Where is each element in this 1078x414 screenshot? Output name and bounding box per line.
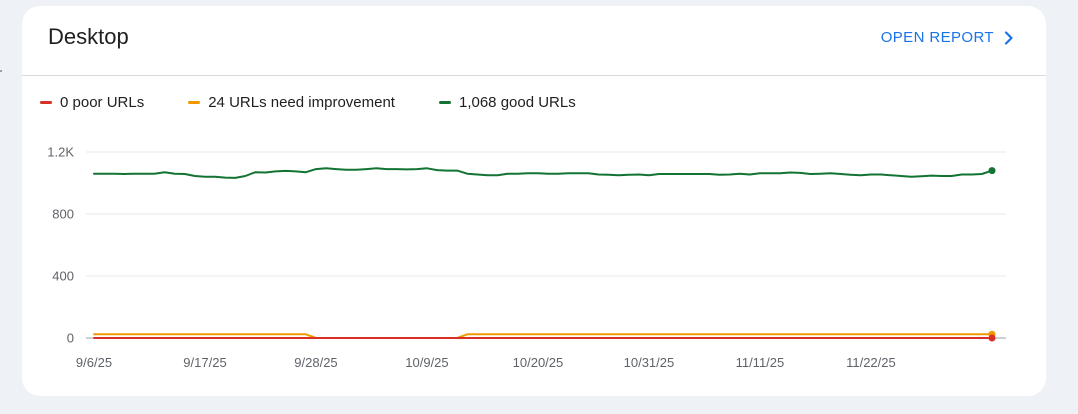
x-tick-label: 9/17/25 (183, 355, 226, 370)
legend-item-need-improvement[interactable]: 24 URLs need improvement (188, 94, 395, 111)
series-line-good-urls (93, 167, 993, 179)
url-trend-chart: 0 400 800 1.2K 9/6/25 9/17/25 9/28/25 10/9/25 10… (47, 145, 1006, 370)
legend-item-poor[interactable]: 0 poor URLs (40, 94, 144, 111)
x-tick-label: 10/20/25 (513, 355, 564, 370)
legend-swatch-good (438, 101, 451, 104)
x-tick-label: 10/31/25 (624, 355, 675, 370)
legend-swatch-need-improvement (188, 101, 201, 104)
series-endpoint-poor-urls (988, 334, 996, 342)
legend-label-good: 1,068 good URLs (458, 94, 576, 111)
x-tick-label: 10/9/25 (405, 355, 448, 370)
chevron-right-icon (1004, 30, 1013, 45)
y-tick-label: 400 (52, 269, 74, 284)
legend-label-need-improvement: 24 URLs need improvement (208, 94, 395, 111)
card-header: Desktop OPEN REPORT (22, 6, 1046, 76)
chart-legend: 0 poor URLs 24 URLs need improvement 1,0… (40, 94, 576, 111)
x-tick-label: 9/28/25 (294, 355, 337, 370)
open-report-button[interactable]: OPEN REPORT (881, 29, 1016, 46)
legend-item-good[interactable]: 1,068 good URLs (438, 94, 576, 111)
legend-label-poor: 0 poor URLs (60, 94, 145, 111)
series-line-urls-need-improvement (93, 333, 993, 339)
y-tick-label: 800 (52, 207, 74, 222)
x-tick-label: 9/6/25 (76, 355, 112, 370)
y-tick-label: 1.2K (47, 145, 74, 160)
card-title: Desktop (48, 24, 129, 49)
x-tick-label: 11/22/25 (846, 355, 896, 370)
x-tick-label: 11/11/25 (736, 355, 785, 370)
y-tick-label: 0 (67, 331, 74, 346)
series-endpoint-good-urls (988, 167, 996, 175)
left-edge-mark (0, 70, 2, 72)
open-report-label: OPEN REPORT (880, 29, 994, 46)
legend-swatch-poor (40, 101, 52, 104)
core-web-vitals-card: Desktop OPEN REPORT 0 poor URLs 24 URLs … (22, 6, 1046, 396)
